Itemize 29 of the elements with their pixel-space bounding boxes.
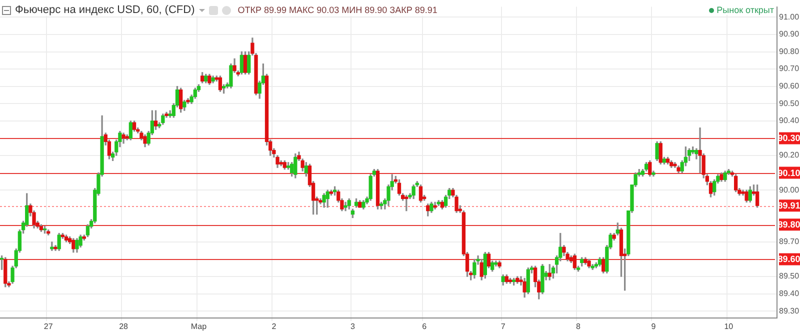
x-tick-label: 27 xyxy=(44,322,54,331)
y-tick-label: 90.40 xyxy=(779,116,800,126)
y-tick-label: 90.90 xyxy=(779,30,800,39)
y-tick-label: 90.60 xyxy=(779,82,800,91)
x-tick-label: 28 xyxy=(119,322,129,331)
x-tick-label: 7 xyxy=(500,322,506,331)
ref-line-label: 90.10 xyxy=(778,168,800,178)
y-tick-label: 89.70 xyxy=(779,237,800,246)
y-tick-label: 90.20 xyxy=(779,150,800,160)
y-tick-label: 91.00 xyxy=(779,12,800,22)
y-tick-label: 89.50 xyxy=(779,272,800,281)
candlestick xyxy=(344,202,348,212)
x-tick-label: 6 xyxy=(422,322,428,331)
y-tick-label: 90.80 xyxy=(779,46,800,56)
y-tick-label: 90.50 xyxy=(779,98,800,108)
x-tick-label: 10 xyxy=(724,322,734,331)
x-tick-label: 8 xyxy=(576,322,582,331)
annotation: Рынок открыт xyxy=(716,5,774,15)
x-tick-label: 2 xyxy=(272,322,277,331)
y-tick-label: 90.00 xyxy=(779,185,800,194)
ref-line-label: 90.30 xyxy=(778,133,800,144)
y-tick-label: 89.40 xyxy=(779,289,800,298)
y-tick-label: 89.30 xyxy=(779,306,800,316)
annotation: ОТКР 89.99 МАКС 90.03 МИН 89.90 ЗАКР 89.91 xyxy=(238,5,438,15)
chart-title: Фьючерс на индекс USD, 60, (CFD) xyxy=(15,4,195,16)
y-tick-label: 90.70 xyxy=(779,64,800,74)
x-tick-label: 3 xyxy=(350,322,356,331)
x-tick-label: 9 xyxy=(651,322,656,331)
x-tick-label: Мар xyxy=(190,322,208,331)
